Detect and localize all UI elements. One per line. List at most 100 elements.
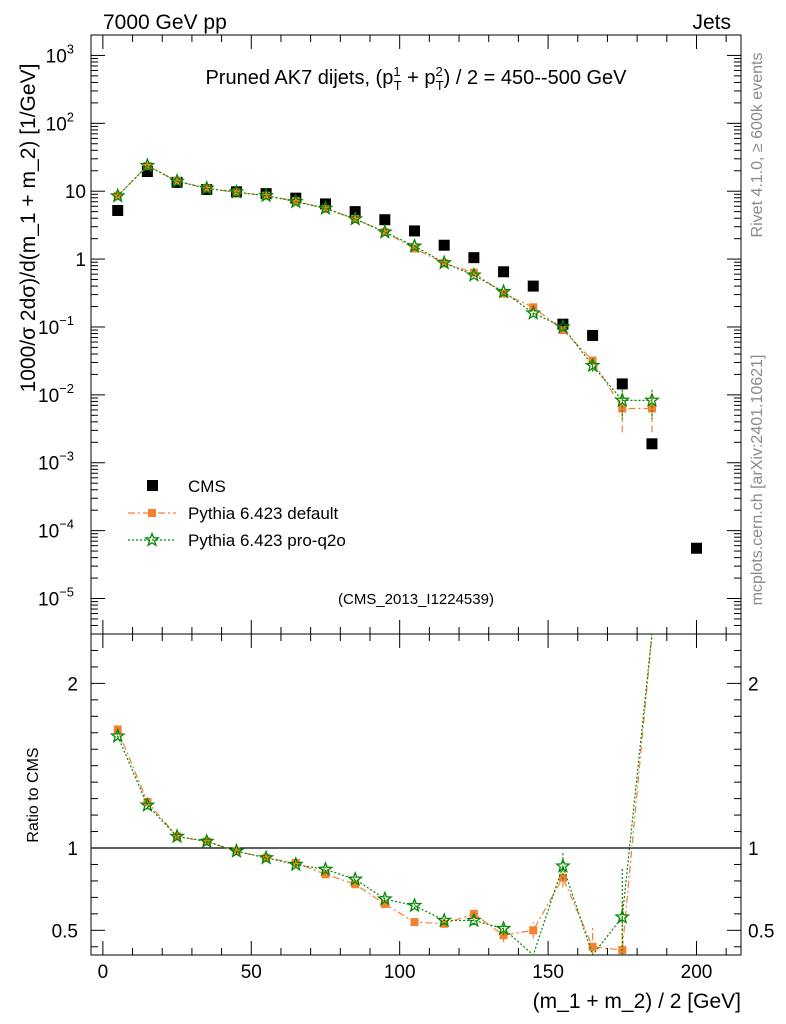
main-y-tick-base: 10 <box>38 522 59 543</box>
main-y-tick-exponent: −5 <box>59 585 74 600</box>
ratio-default-marker <box>321 870 330 879</box>
pythia-proq2o-marker <box>436 254 453 270</box>
cms-data-point <box>438 239 450 251</box>
x-axis-label: (m_1 + m_2) / 2 [GeV] <box>533 990 741 1013</box>
ratio-proq2o-marker <box>614 908 631 924</box>
cms-data-point <box>379 214 391 226</box>
main-y-tick-label: 10−3 <box>38 449 74 475</box>
legend: CMS Pythia 6.423 default Pythia 6.423 pr… <box>128 477 346 550</box>
main-y-tick-base: 10 <box>38 590 59 611</box>
ratio-proq2o-marker <box>287 856 304 872</box>
pythia-proq2o-marker <box>139 157 156 173</box>
cms-data-point <box>141 166 153 178</box>
cms-data-point <box>527 280 539 292</box>
main-y-tick-label: 1 <box>75 250 86 271</box>
ratio-default-marker <box>351 880 360 889</box>
main-y-tick-base: 10 <box>46 114 67 135</box>
cms-data-point <box>690 542 702 554</box>
analysis-id-annotation: (CMS_2013_I1224539) <box>338 591 494 608</box>
ratio-y-tick-label-right: 1 <box>748 839 759 860</box>
ratio-default-marker <box>380 899 389 908</box>
x-tick-label: 100 <box>384 962 416 983</box>
title-plus: + p <box>402 67 436 89</box>
cms-data-point <box>498 266 510 278</box>
ratio-proq2o-marker <box>376 890 393 906</box>
ratio-panel: 0.5 0.5 1 1 2 2 0 50 100 150 200 Ratio to CMS (m_1… <box>25 633 774 1013</box>
legend-label-cms: CMS <box>188 477 226 496</box>
pythia-default-marker <box>618 404 627 413</box>
ratio-y-axis-label: Ratio to CMS <box>25 747 42 842</box>
main-y-tick-label: 103 <box>46 41 74 67</box>
pythia-proq2o-marker <box>495 283 512 299</box>
ratio-proq2o-marker <box>228 842 245 859</box>
ratio-proq2o-marker <box>465 912 482 928</box>
main-y-tick-exponent: −3 <box>59 449 74 464</box>
pythia-default-marker <box>469 268 478 277</box>
pythia-proq2o-marker <box>169 172 186 189</box>
cms-data-point <box>616 378 628 390</box>
pythia-default-marker <box>499 289 508 298</box>
pythia-proq2o-marker <box>525 304 542 320</box>
title-main-text: Pruned AK7 dijets, (p <box>205 67 393 89</box>
main-y-tick-base: 10 <box>38 318 59 339</box>
pythia-proq2o-marker <box>258 187 275 203</box>
ratio-default-marker <box>291 858 300 867</box>
pythia-proq2o-marker <box>376 223 393 239</box>
main-y-tick-exponent: −1 <box>59 313 74 328</box>
main-y-tick-label: 10−4 <box>38 517 74 543</box>
pythia-proq2o-marker <box>614 391 631 408</box>
ratio-proq2o-marker <box>169 828 186 844</box>
main-y-tick-base: 10 <box>38 386 59 407</box>
ratio-default-marker <box>173 832 182 841</box>
cms-data-point <box>319 198 331 210</box>
ratio-proq2o-line <box>117 633 653 957</box>
ratio-proq2o-marker <box>495 920 512 936</box>
pythia-proq2o-marker <box>109 187 126 203</box>
main-y-tick-base: 10 <box>65 182 86 203</box>
pythia-default-line <box>117 165 652 410</box>
legend-label-proq2o: Pythia 6.423 pro-q2o <box>188 531 346 550</box>
ratio-default-marker <box>529 926 538 935</box>
pythia-default-marker <box>321 204 330 213</box>
ratio-y-tick-label: 1 <box>67 839 78 860</box>
x-tick-label: 0 <box>98 962 109 983</box>
ratio-default-marker <box>143 797 152 806</box>
ratio-proq2o-marker <box>317 861 334 877</box>
cms-data-point <box>468 252 480 264</box>
x-tick-label: 50 <box>241 962 262 983</box>
x-tick-label: 200 <box>681 962 713 983</box>
main-y-tick-exponent: 2 <box>67 109 74 124</box>
pythia-proq2o-marker <box>228 183 245 199</box>
main-y-tick-base: 10 <box>38 454 59 475</box>
cms-data-point <box>587 329 599 341</box>
cms-data-point <box>409 225 421 237</box>
rivet-version-label: Rivet 4.1.0, ≥ 600k events <box>749 53 766 238</box>
pythia-proq2o-marker <box>644 391 660 408</box>
ratio-proq2o-marker <box>139 796 156 812</box>
main-plot-title: Pruned AK7 dijets, (p1 T + p2 T) / 2 = 450… <box>205 64 627 93</box>
ratio-plot-frame <box>90 633 742 956</box>
legend-marker-default <box>148 509 156 517</box>
ratio-proq2o-marker <box>406 897 423 913</box>
pythia-proq2o-marker <box>317 199 334 216</box>
ratio-y-tick-label-right: 2 <box>748 674 759 695</box>
pythia-default-marker <box>291 196 300 205</box>
ratio-proq2o-marker <box>347 870 364 887</box>
pythia-proq2o-marker <box>584 357 601 373</box>
pythia-proq2o-marker <box>554 318 571 334</box>
main-y-tick-label: 10−1 <box>38 313 74 339</box>
x-tick-label: 150 <box>532 962 564 983</box>
legend-marker-proq2o <box>144 531 160 547</box>
beam-label: 7000 GeV pp <box>103 11 227 34</box>
main-y-tick-base: 10 <box>46 46 67 67</box>
ratio-default-marker <box>588 942 597 951</box>
ratio-proq2o-marker <box>436 912 453 928</box>
ratio-proq2o-marker <box>198 833 215 849</box>
cms-data-point <box>646 438 658 450</box>
cms-data-point <box>112 204 124 216</box>
main-y-tick-exponent: −4 <box>59 517 74 532</box>
pythia-proq2o-marker <box>287 193 304 209</box>
main-y-tick-label: 102 <box>46 109 74 135</box>
